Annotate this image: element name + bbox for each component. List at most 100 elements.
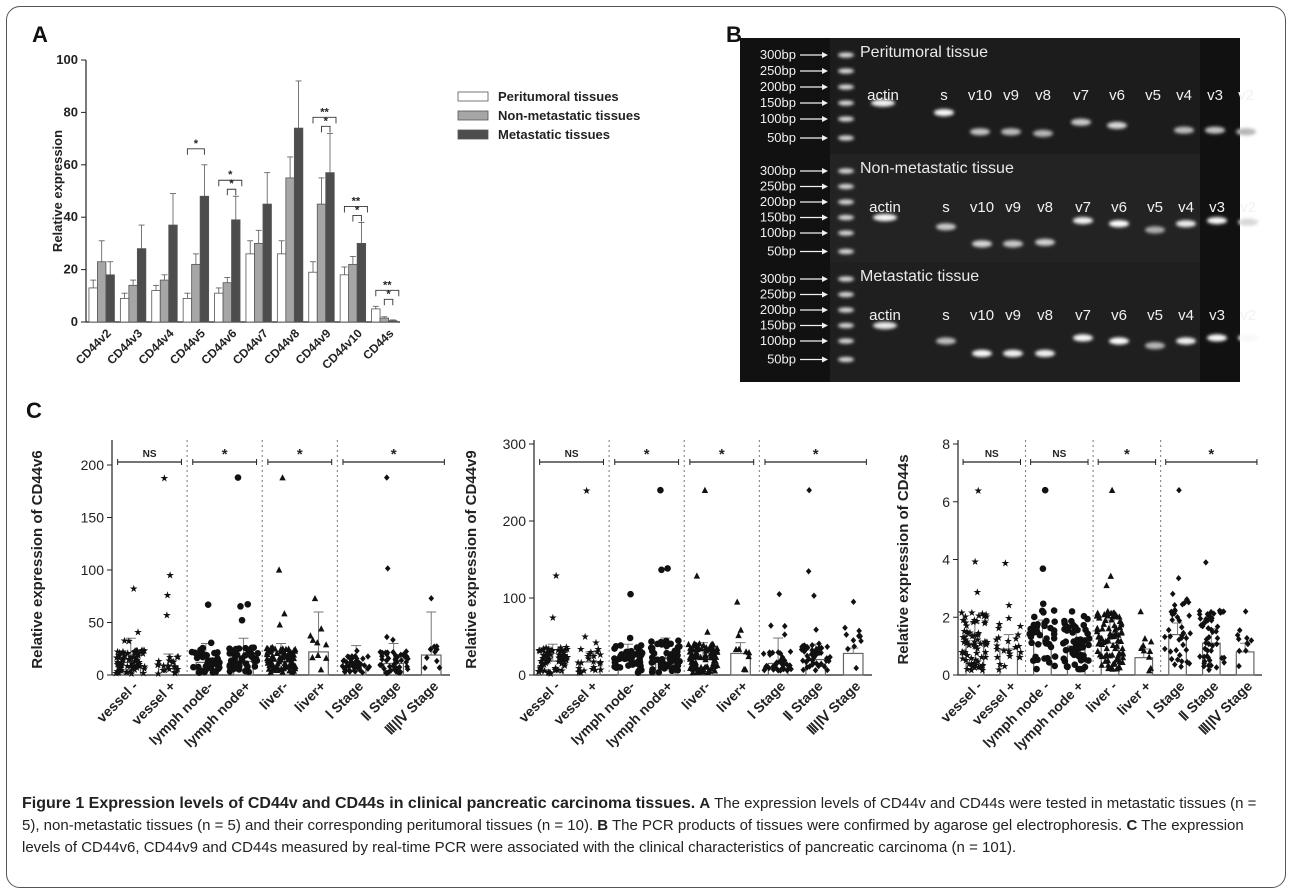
data-point [1172, 606, 1178, 614]
data-point [1111, 621, 1118, 629]
data-point: ★ [561, 645, 570, 656]
data-point [740, 665, 748, 672]
data-point: ★ [959, 633, 968, 644]
data-point [1095, 614, 1103, 621]
data-point [1167, 648, 1174, 655]
data-point [1213, 640, 1220, 648]
ladder-label: 150bp [760, 95, 796, 110]
gel-band [1205, 126, 1225, 134]
data-point: ★ [165, 665, 174, 676]
data-point [611, 645, 618, 652]
gel-strip-title: Peritumoral tissue [860, 44, 988, 61]
data-point [392, 656, 398, 663]
data-point [1176, 487, 1182, 494]
data-point: ★ [981, 638, 990, 649]
data-point [709, 647, 716, 654]
data-point: ★ [117, 660, 126, 671]
gel-band [1071, 118, 1091, 126]
lane-label: v6 [1109, 87, 1125, 104]
data-point: ★ [132, 646, 141, 657]
data-point: ★ [959, 638, 968, 649]
data-point: ★ [534, 667, 543, 678]
gel-band [1003, 240, 1023, 248]
data-point [1098, 635, 1106, 642]
ladder-band [838, 183, 854, 190]
x-tick-label: CD44s [360, 326, 397, 363]
data-point: ★ [548, 646, 557, 657]
gel-band [873, 213, 897, 222]
data-point: ★ [974, 611, 983, 622]
data-point [1165, 626, 1172, 634]
data-point [287, 663, 295, 670]
data-point: ★ [574, 664, 583, 675]
data-point [1176, 652, 1183, 659]
data-point [742, 648, 750, 655]
data-point [697, 653, 704, 660]
data-point: ★ [995, 619, 1004, 630]
data-point [629, 661, 636, 668]
data-point: ★ [969, 617, 978, 628]
data-point [648, 668, 656, 676]
data-point [1108, 616, 1115, 623]
data-point: ★ [539, 646, 548, 657]
data-point: ★ [562, 643, 571, 654]
data-point [768, 622, 774, 629]
data-point: ★ [124, 636, 133, 647]
data-point [1030, 613, 1038, 621]
data-point: ★ [544, 668, 553, 679]
data-point: ★ [558, 655, 567, 666]
data-point: ★ [129, 652, 138, 663]
data-point [190, 663, 197, 671]
bar [191, 263, 201, 323]
data-point: ★ [994, 623, 1003, 634]
data-point [1205, 625, 1212, 632]
data-point [1203, 559, 1209, 566]
data-point: ★ [556, 646, 565, 657]
data-point [658, 566, 665, 574]
data-point [366, 663, 373, 670]
data-point: ★ [961, 635, 970, 646]
x-tick-label: liver- [678, 678, 713, 713]
data-point [1244, 634, 1250, 642]
data-point: ★ [996, 659, 1005, 670]
data-point: ★ [557, 645, 566, 656]
data-point [701, 653, 709, 660]
data-point [1103, 581, 1110, 589]
data-point: ★ [970, 663, 979, 674]
data-point [809, 642, 815, 649]
panel-label-a: A [32, 22, 48, 47]
y-tick-label: 150 [81, 510, 105, 526]
y-tick-label: 100 [81, 562, 105, 578]
data-point [700, 668, 707, 675]
y-tick-label: 6 [942, 494, 950, 510]
ladder-band [838, 68, 854, 74]
ladder-band [838, 116, 854, 122]
data-point [1033, 665, 1040, 673]
data-point [1102, 637, 1109, 645]
data-point [1178, 663, 1184, 670]
data-point [1105, 625, 1112, 632]
ladder-arrowhead [822, 84, 828, 90]
data-point: ★ [973, 657, 982, 668]
data-point: ★ [970, 659, 979, 670]
data-point: ★ [554, 645, 563, 656]
bar [231, 219, 241, 323]
data-point: ★ [560, 650, 569, 661]
data-point: ★ [562, 653, 571, 664]
significance-label: * [229, 178, 234, 190]
data-point: ★ [123, 649, 132, 660]
y-tick-label: 0 [71, 314, 78, 329]
gel-band [1145, 342, 1165, 350]
data-point: ★ [123, 667, 132, 678]
data-point [252, 655, 260, 663]
data-point: ★ [561, 655, 570, 666]
data-point: ★ [1004, 637, 1013, 648]
data-point [280, 653, 288, 660]
data-point [270, 663, 277, 670]
data-point [344, 662, 350, 670]
ladder-label: 300bp [760, 47, 796, 62]
data-point [687, 644, 694, 651]
data-point: ★ [164, 662, 173, 673]
data-point: ★ [154, 656, 163, 667]
